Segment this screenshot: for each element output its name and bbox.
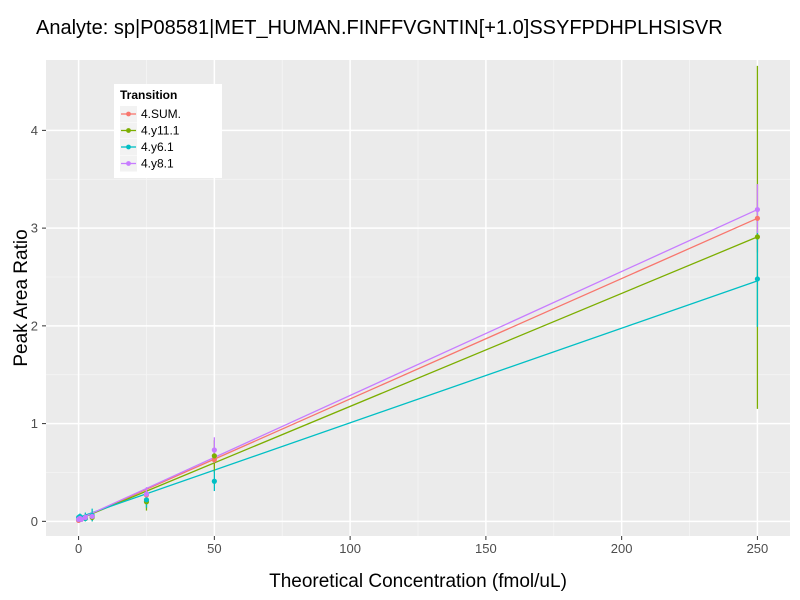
chart-title: Analyte: sp|P08581|MET_HUMAN.FINFFVGNTIN… (36, 17, 723, 39)
legend-item-4-sum: 4.SUM. (120, 106, 181, 122)
legend-title: Transition (120, 88, 177, 102)
legend-label: 4.y6.1 (141, 140, 174, 154)
x-tick-label: 0 (75, 541, 82, 556)
y-tick-label: 4 (31, 123, 38, 138)
legend-point-icon (126, 128, 131, 133)
data-point-4-y8-1 (89, 513, 95, 520)
data-point-4-y6-1 (143, 497, 150, 503)
fit-line-4-y6-1 (78, 280, 758, 519)
legend-item-4-y8-1: 4.y8.1 (120, 155, 174, 172)
legend-item-4-y11-1: 4.y11.1 (120, 122, 180, 139)
legend-label: 4.y8.1 (141, 157, 174, 171)
x-tick-label: 50 (207, 541, 221, 556)
y-axis-title: Peak Area Ratio (11, 229, 32, 366)
data-point-4-y11-1 (754, 234, 761, 240)
data-point-4-y8-1 (143, 491, 150, 497)
data-point-4-y8-1 (211, 447, 217, 453)
x-tick-label: 250 (747, 541, 769, 556)
legend-point-icon (126, 111, 131, 117)
fit-line-4-sum (78, 217, 758, 520)
y-tick-label: 1 (31, 416, 38, 431)
data-point-4-y8-1 (78, 516, 84, 522)
data-point-4-y8-1 (82, 514, 88, 521)
y-tick-label: 2 (31, 318, 38, 333)
legend: Transition 4.SUM. 4.y11.1 4.y6.1 4.y8.1 (114, 84, 222, 178)
legend-item-4-y6-1: 4.y6.1 (120, 139, 174, 155)
data-points (75, 206, 761, 523)
x-tick-label: 150 (475, 541, 497, 556)
y-tick-label: 0 (31, 514, 38, 529)
x-tick-label: 100 (339, 541, 361, 556)
data-point-4-y6-1 (211, 478, 217, 484)
x-axis-title: Theoretical Concentration (fmol/uL) (269, 571, 567, 592)
data-point-4-y6-1 (754, 276, 761, 282)
legend-point-icon (126, 144, 131, 150)
y-tick-label: 3 (31, 221, 38, 236)
legend-point-icon (126, 161, 131, 166)
x-tick-label: 200 (611, 541, 633, 556)
data-point-4-y11-1 (211, 453, 217, 459)
axis-ticks: 0 50 100 150 200 250 0 1 2 3 4 (31, 123, 769, 556)
legend-items: 4.SUM. 4.y11.1 4.y6.1 4.y8.1 (120, 106, 181, 172)
data-point-4-sum (211, 457, 217, 463)
legend-label: 4.SUM. (141, 107, 181, 121)
fit-line-4-y8-1 (78, 208, 758, 520)
data-point-4-y8-1 (754, 206, 761, 213)
data-point-4-sum (754, 215, 761, 221)
fit-lines (78, 208, 758, 520)
fit-line-4-y11-1 (78, 236, 758, 520)
legend-label: 4.y11.1 (141, 124, 180, 138)
